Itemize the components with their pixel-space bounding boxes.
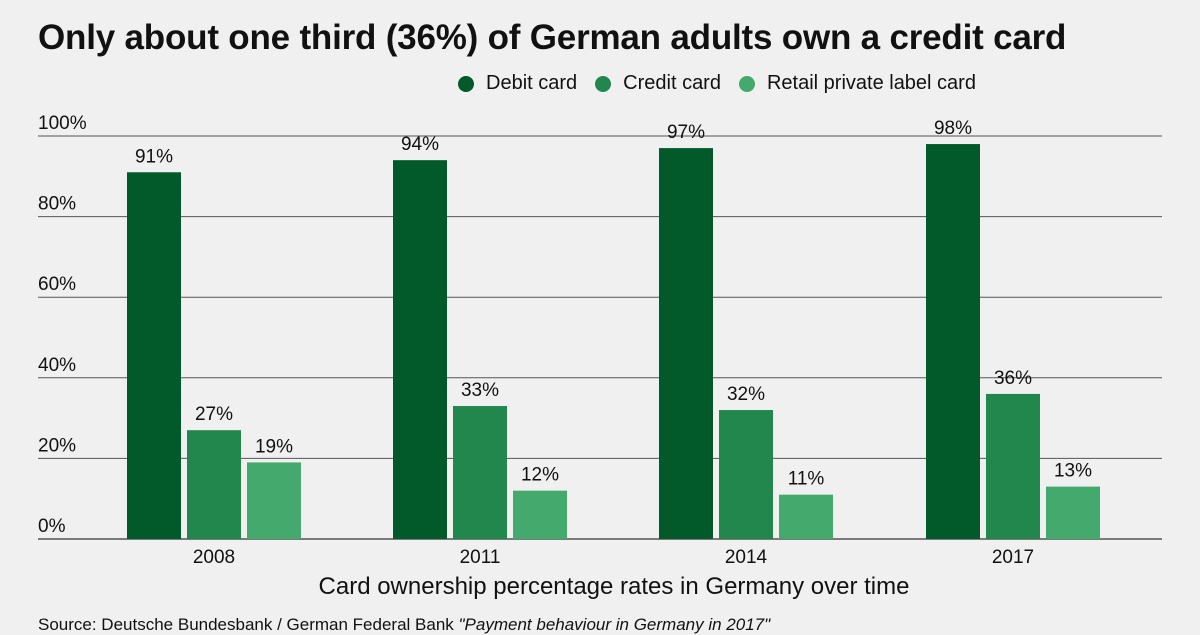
legend-item-credit: Credit card: [595, 72, 721, 95]
legend-label-retail: Retail private label card: [766, 72, 976, 94]
legend-label-debit: Debit card: [486, 72, 578, 94]
data-label-debit-2011: 94%: [401, 134, 439, 155]
data-label-credit-2008: 27%: [195, 404, 233, 425]
data-label-credit-2011: 33%: [461, 380, 499, 401]
legend-item-retail: Retail private label card: [738, 72, 976, 95]
data-label-debit-2008: 91%: [135, 146, 173, 167]
y-tick-label: 100%: [38, 113, 87, 134]
legend-swatch-retail: [738, 75, 755, 92]
y-tick-label: 20%: [38, 435, 76, 456]
y-tick-label: 40%: [38, 355, 76, 376]
x-tick-label: 2008: [193, 547, 235, 568]
legend-swatch-credit: [595, 75, 612, 92]
data-label-retail-2017: 13%: [1054, 461, 1092, 482]
bar-credit-2008: [187, 430, 241, 539]
bar-credit-2011: [453, 406, 507, 539]
data-label-credit-2014: 32%: [727, 384, 765, 405]
data-label-credit-2017: 36%: [994, 368, 1032, 389]
y-tick-label: 60%: [38, 274, 76, 295]
bar-credit-2017: [986, 393, 1040, 539]
bar-retail-2011: [513, 490, 567, 539]
x-tick-label: 2011: [460, 547, 501, 568]
source-publication: "Payment behaviour in Germany in 2017": [458, 615, 771, 634]
legend-label-credit: Credit card: [623, 72, 721, 94]
data-label-debit-2017: 98%: [934, 118, 972, 139]
data-label-retail-2014: 11%: [788, 469, 825, 490]
bar-retail-2017: [1046, 486, 1100, 539]
y-tick-label: 0%: [38, 516, 66, 537]
legend-swatch-debit: [458, 75, 474, 92]
x-tick-label: 2014: [725, 547, 768, 568]
x-axis-label: Card ownership percentage rates in Germa…: [318, 573, 910, 600]
bars: [127, 144, 1100, 539]
source-note: Source: Deutsche Bundesbank / German Fed…: [38, 615, 770, 635]
bar-debit-2014: [659, 148, 713, 539]
bar-retail-2014: [779, 494, 833, 539]
legend: Debit card Credit card Retail private la…: [458, 72, 994, 95]
bar-debit-2008: [127, 172, 181, 539]
bar-debit-2011: [393, 160, 447, 539]
bar-credit-2014: [719, 410, 773, 539]
x-tick-label: 2017: [992, 547, 1034, 568]
data-label-debit-2014: 97%: [667, 122, 705, 143]
chart-title: Only about one third (36%) of German adu…: [38, 18, 1067, 57]
bar-retail-2008: [247, 462, 301, 539]
source-prefix: Source: Deutsche Bundesbank / German Fed…: [38, 615, 459, 634]
y-tick-label: 80%: [38, 194, 76, 215]
bar-debit-2017: [926, 144, 980, 539]
data-label-retail-2011: 12%: [521, 465, 559, 486]
legend-item-debit: Debit card: [458, 72, 577, 95]
data-label-retail-2008: 19%: [255, 436, 293, 457]
labels: 0% 20% 40% 60% 80% 100% 91% 27% 19% 2008 94% 33% 12%…: [38, 113, 1092, 568]
